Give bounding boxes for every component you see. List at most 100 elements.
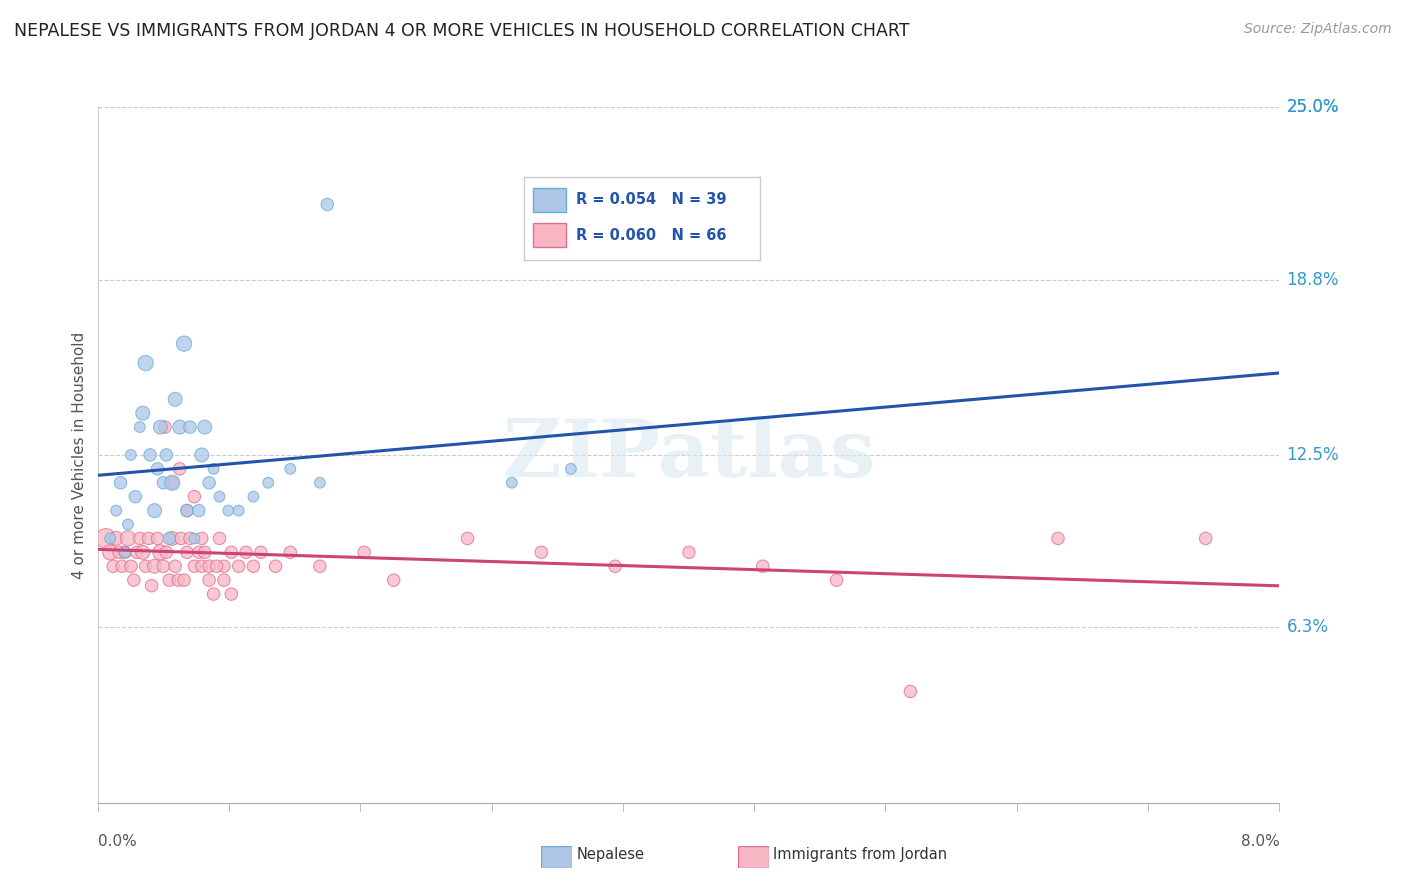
Point [208, 532, 231, 546]
Point [183, 532, 205, 546]
Point [242, 559, 264, 574]
Point [456, 532, 478, 546]
Point [183, 490, 205, 504]
Point [138, 532, 160, 546]
Point [179, 420, 201, 434]
Point [153, 420, 176, 434]
Point [170, 532, 193, 546]
Point [898, 684, 921, 698]
Point [128, 420, 150, 434]
Point [1194, 532, 1216, 546]
Text: |: | [884, 803, 887, 812]
Point [155, 448, 177, 462]
Point [190, 532, 214, 546]
Point [146, 462, 169, 476]
Point [205, 559, 228, 574]
Bar [533, 188, 567, 211]
Point [139, 448, 162, 462]
Point [217, 503, 239, 517]
Point [751, 559, 773, 574]
Text: |: | [1147, 803, 1150, 812]
Text: |: | [1015, 803, 1018, 812]
Text: |: | [97, 803, 100, 812]
Point [183, 559, 205, 574]
Text: 25.0%: 25.0% [1286, 98, 1339, 116]
Point [110, 475, 132, 490]
Point [678, 545, 700, 559]
Text: |: | [754, 803, 756, 812]
Text: |: | [491, 803, 494, 812]
Point [605, 559, 627, 574]
Text: R = 0.054   N = 39: R = 0.054 N = 39 [575, 193, 725, 208]
Point [135, 356, 157, 370]
Point [825, 573, 848, 587]
Point [149, 420, 172, 434]
Bar [533, 223, 567, 247]
Point [228, 503, 250, 517]
Point [173, 573, 195, 587]
Point [194, 545, 217, 559]
Text: |: | [228, 803, 231, 812]
Point [219, 587, 242, 601]
Point [124, 490, 146, 504]
Point [105, 503, 128, 517]
Point [353, 545, 375, 559]
Point [382, 573, 405, 587]
Point [103, 559, 125, 574]
Point [179, 532, 201, 546]
Point [198, 475, 221, 490]
Point [202, 587, 225, 601]
Point [176, 545, 198, 559]
Point [146, 532, 169, 546]
Point [114, 545, 136, 559]
Point [135, 559, 157, 574]
Text: Nepalese: Nepalese [576, 847, 644, 862]
Point [169, 420, 191, 434]
Point [1046, 532, 1069, 546]
Point [141, 579, 163, 593]
Point [308, 559, 332, 574]
Text: Immigrants from Jordan: Immigrants from Jordan [773, 847, 948, 862]
Point [278, 545, 301, 559]
Text: 12.5%: 12.5% [1286, 446, 1339, 464]
Text: 25.0%: 25.0% [1286, 98, 1339, 116]
Point [132, 545, 155, 559]
Point [152, 559, 174, 574]
Point [187, 503, 209, 517]
Point [165, 392, 187, 407]
Point [125, 545, 148, 559]
Point [194, 420, 217, 434]
Point [219, 545, 242, 559]
Point [176, 503, 198, 517]
Text: NEPALESE VS IMMIGRANTS FROM JORDAN 4 OR MORE VEHICLES IN HOUSEHOLD CORRELATION C: NEPALESE VS IMMIGRANTS FROM JORDAN 4 OR … [14, 22, 910, 40]
Point [560, 462, 582, 476]
Point [98, 545, 121, 559]
Point [122, 573, 145, 587]
Text: R = 0.060   N = 66: R = 0.060 N = 66 [575, 227, 725, 243]
Point [257, 475, 280, 490]
Point [190, 448, 214, 462]
Point [108, 545, 131, 559]
Point [202, 462, 225, 476]
Point [128, 532, 150, 546]
Point [198, 559, 221, 574]
Point [149, 545, 172, 559]
Point [316, 197, 339, 211]
Point [242, 490, 264, 504]
Point [155, 545, 177, 559]
Text: 8.0%: 8.0% [1240, 834, 1279, 849]
Point [176, 503, 198, 517]
Point [162, 532, 183, 546]
Point [278, 462, 301, 476]
Point [143, 559, 166, 574]
Point [250, 545, 273, 559]
Point [94, 532, 117, 546]
Point [208, 490, 231, 504]
Text: 6.3%: 6.3% [1286, 618, 1329, 637]
Point [98, 532, 121, 546]
Point [111, 559, 134, 574]
Point [152, 475, 174, 490]
Point [530, 545, 553, 559]
Text: |: | [360, 803, 363, 812]
Point [117, 517, 139, 532]
